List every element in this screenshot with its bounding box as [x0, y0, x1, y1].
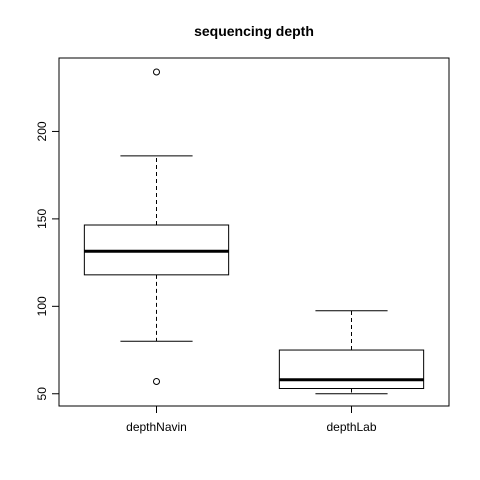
- y-axis: 50 100 150 200: [35, 121, 60, 401]
- chart-title: sequencing depth: [194, 23, 314, 39]
- y-tick-label: 200: [35, 121, 49, 141]
- y-tick-label: 50: [35, 387, 49, 401]
- box-depthNavin: [83, 68, 230, 386]
- outlier-point: [153, 378, 160, 386]
- boxes-group: [83, 68, 425, 395]
- x-tick-label-depthNavin: depthNavin: [126, 420, 187, 434]
- x-axis: depthNavin depthLab: [126, 405, 377, 434]
- y-tick-label: 100: [35, 296, 49, 316]
- outlier-point: [153, 68, 160, 76]
- box-depthLab: [278, 310, 425, 395]
- iqr-box: [278, 349, 425, 390]
- x-tick-label-depthLab: depthLab: [326, 420, 376, 434]
- y-tick-label: 150: [35, 209, 49, 229]
